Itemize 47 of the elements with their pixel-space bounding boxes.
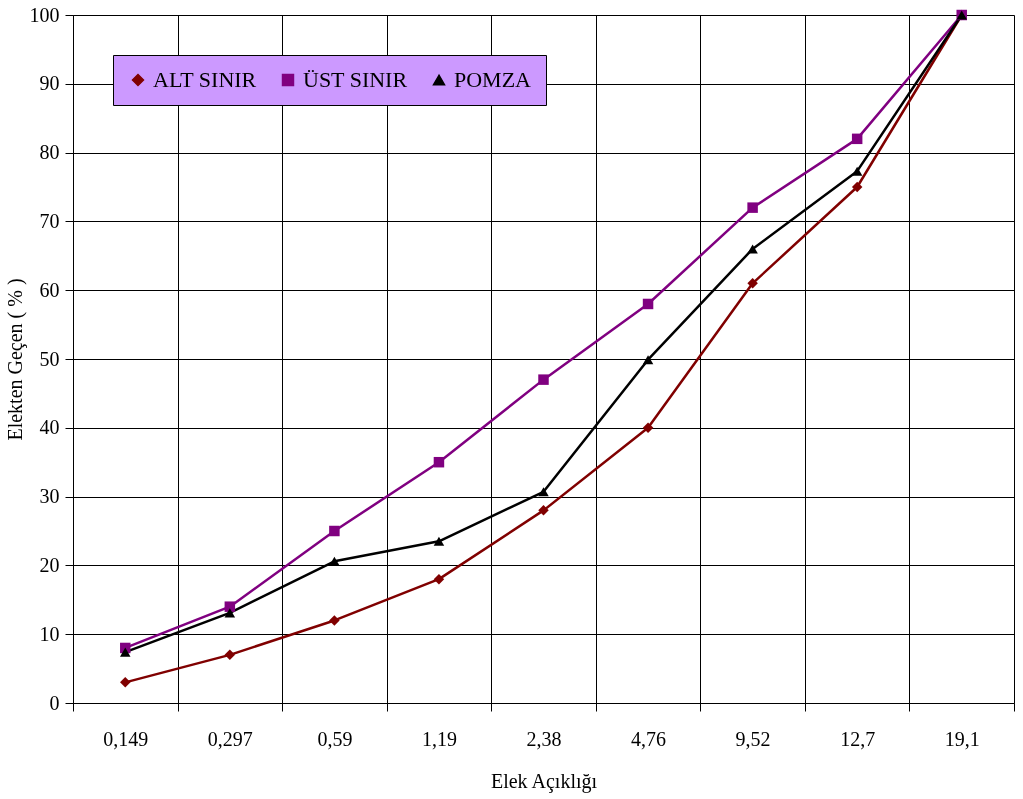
point bbox=[538, 505, 549, 516]
legend-label: POMZA bbox=[454, 67, 532, 92]
y-tick-label: 40 bbox=[39, 416, 60, 439]
x-tick-label: 0,297 bbox=[207, 727, 253, 750]
point bbox=[224, 608, 236, 618]
y-tick-label: 10 bbox=[39, 622, 60, 645]
point bbox=[224, 649, 236, 661]
x-tick-label: 4,76 bbox=[631, 727, 667, 750]
y-tick-label: 60 bbox=[39, 278, 60, 301]
y-tick-label: 80 bbox=[39, 141, 60, 164]
legend-label: ÜST SINIR bbox=[303, 67, 408, 92]
legend-label: ALT SINIR bbox=[153, 67, 257, 92]
point bbox=[642, 355, 654, 365]
point bbox=[329, 556, 340, 566]
y-tick-label: 50 bbox=[39, 347, 60, 370]
y-tick-label: 70 bbox=[39, 209, 60, 232]
point bbox=[851, 181, 863, 193]
point bbox=[747, 202, 758, 213]
point bbox=[538, 487, 549, 497]
point bbox=[747, 244, 758, 254]
point bbox=[433, 536, 445, 546]
x-axis-title: Elek Açıklığı bbox=[490, 769, 598, 793]
y-axis-title: Elekten Geçen ( % ) bbox=[3, 278, 27, 441]
point bbox=[433, 456, 445, 468]
point bbox=[329, 525, 340, 537]
point bbox=[329, 615, 340, 626]
point bbox=[120, 647, 131, 657]
x-tick-label: 19,1 bbox=[944, 727, 980, 750]
point bbox=[120, 677, 131, 688]
point bbox=[224, 601, 236, 612]
y-tick-label: 100 bbox=[29, 3, 60, 26]
point bbox=[433, 573, 445, 585]
x-tick-label: 0,149 bbox=[103, 727, 149, 750]
y-tick-label: 20 bbox=[39, 553, 60, 576]
point bbox=[538, 374, 549, 385]
point bbox=[642, 298, 654, 310]
x-tick-label: 9,52 bbox=[735, 727, 771, 750]
x-tick-label: 0,59 bbox=[317, 727, 353, 750]
x-tick-label: 2,38 bbox=[526, 727, 562, 750]
x-tick-label: 1,19 bbox=[421, 727, 457, 750]
point bbox=[642, 422, 654, 434]
y-tick-label: 90 bbox=[39, 72, 60, 95]
y-tick-label: 30 bbox=[39, 485, 60, 508]
y-tick-label: 0 bbox=[49, 691, 60, 714]
x-tick-label: 12,7 bbox=[840, 727, 876, 750]
point bbox=[851, 133, 863, 145]
point bbox=[747, 278, 758, 289]
